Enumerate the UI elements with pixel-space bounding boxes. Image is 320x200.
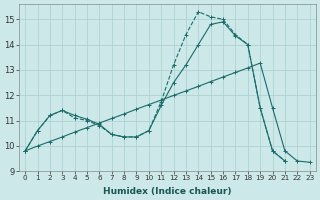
X-axis label: Humidex (Indice chaleur): Humidex (Indice chaleur)	[103, 187, 232, 196]
